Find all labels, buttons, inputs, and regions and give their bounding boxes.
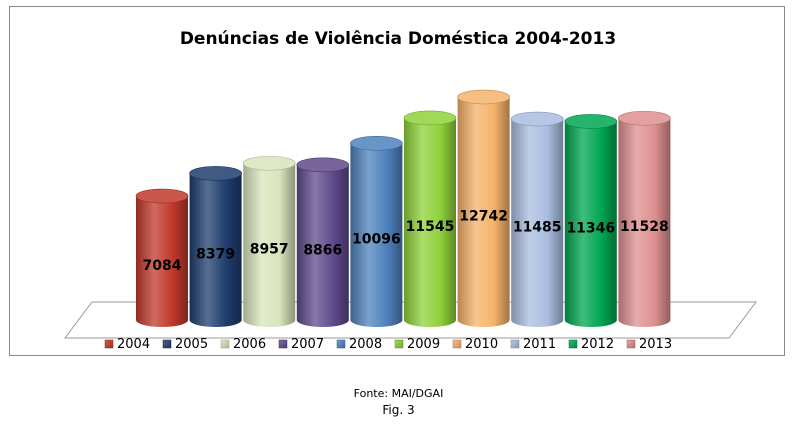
bar-body <box>243 163 296 327</box>
figure-number: Fig. 3 <box>382 403 415 417</box>
legend-item-2008: 2008 <box>336 337 382 352</box>
bar-body <box>511 119 564 327</box>
legend-swatch <box>162 339 172 349</box>
legend-swatch <box>278 339 288 349</box>
legend-item-2011: 2011 <box>510 337 556 352</box>
bar-2005 <box>189 166 242 327</box>
legend-swatch <box>220 339 230 349</box>
legend-swatch <box>568 339 578 349</box>
legend-label: 2005 <box>175 337 208 352</box>
legend-swatch <box>452 339 462 349</box>
legend-label: 2008 <box>349 337 382 352</box>
bar-body <box>136 196 188 327</box>
data-label-2013: 11528 <box>620 219 669 235</box>
legend-item-2012: 2012 <box>568 337 614 352</box>
bar-body <box>404 117 456 328</box>
bar-top <box>135 188 189 204</box>
bar-body <box>564 121 617 327</box>
source-text: Fonte: MAI/DGAI <box>353 387 444 400</box>
data-label-2004: 7084 <box>143 258 182 274</box>
legend-item-2007: 2007 <box>278 337 324 352</box>
bar-2010 <box>457 89 510 327</box>
legend-label: 2004 <box>117 337 150 352</box>
legend-swatch <box>626 339 636 349</box>
data-label-2011: 11485 <box>513 220 562 236</box>
data-label-2006: 8957 <box>250 242 289 258</box>
legend-label: 2011 <box>523 337 556 352</box>
chart-title: Denúncias de Violência Doméstica 2004-20… <box>179 29 617 49</box>
bar-body <box>457 97 510 327</box>
bar-2006 <box>242 155 296 327</box>
bar-body <box>618 118 671 327</box>
legend-label: 2012 <box>581 337 614 352</box>
bar-body <box>296 164 349 327</box>
legend-item-2010: 2010 <box>452 337 498 352</box>
legend-label: 2006 <box>233 337 266 352</box>
legend-label: 2009 <box>407 337 440 352</box>
figure-caption: Fonte: MAI/DGAI Fig. 3 <box>0 386 797 418</box>
data-label-2010: 12742 <box>459 209 508 225</box>
legend-label: 2010 <box>465 337 498 352</box>
bar-top <box>242 155 296 171</box>
bar-top <box>296 157 350 173</box>
legend-swatch <box>336 339 346 349</box>
legend-label: 2007 <box>291 337 324 352</box>
legend-item-2005: 2005 <box>162 337 208 352</box>
bar-2009 <box>403 110 457 328</box>
bar-top <box>510 111 564 127</box>
bar-top <box>350 136 403 151</box>
bar-2011 <box>510 111 564 327</box>
bar-top <box>564 114 618 129</box>
bar-top <box>618 110 671 126</box>
legend-item-2006: 2006 <box>220 337 266 352</box>
bar-2012 <box>564 114 618 327</box>
data-label-2008: 10096 <box>352 232 401 248</box>
bar-2008 <box>350 136 403 327</box>
data-label-2012: 11346 <box>566 221 615 237</box>
legend-item-2009: 2009 <box>394 337 440 352</box>
chart-frame: Denúncias de Violência Doméstica 2004-20… <box>9 6 785 356</box>
bar-body <box>350 143 403 327</box>
bar-body <box>189 173 242 327</box>
bar-2007 <box>296 157 350 327</box>
legend-swatch <box>510 339 520 349</box>
bar-top <box>189 166 242 181</box>
bar-2004 <box>135 188 189 327</box>
bar-top <box>457 89 510 105</box>
data-label-2009: 11545 <box>406 219 455 235</box>
legend-swatch <box>394 339 404 349</box>
legend-swatch <box>104 339 114 349</box>
data-label-2005: 8379 <box>196 247 235 263</box>
bar-top <box>403 110 457 126</box>
legend-label: 2013 <box>639 337 672 352</box>
bar-2013 <box>618 110 671 327</box>
legend-item-2004: 2004 <box>104 337 150 352</box>
legend-item-2013: 2013 <box>626 337 672 352</box>
data-label-2007: 8866 <box>303 242 342 258</box>
